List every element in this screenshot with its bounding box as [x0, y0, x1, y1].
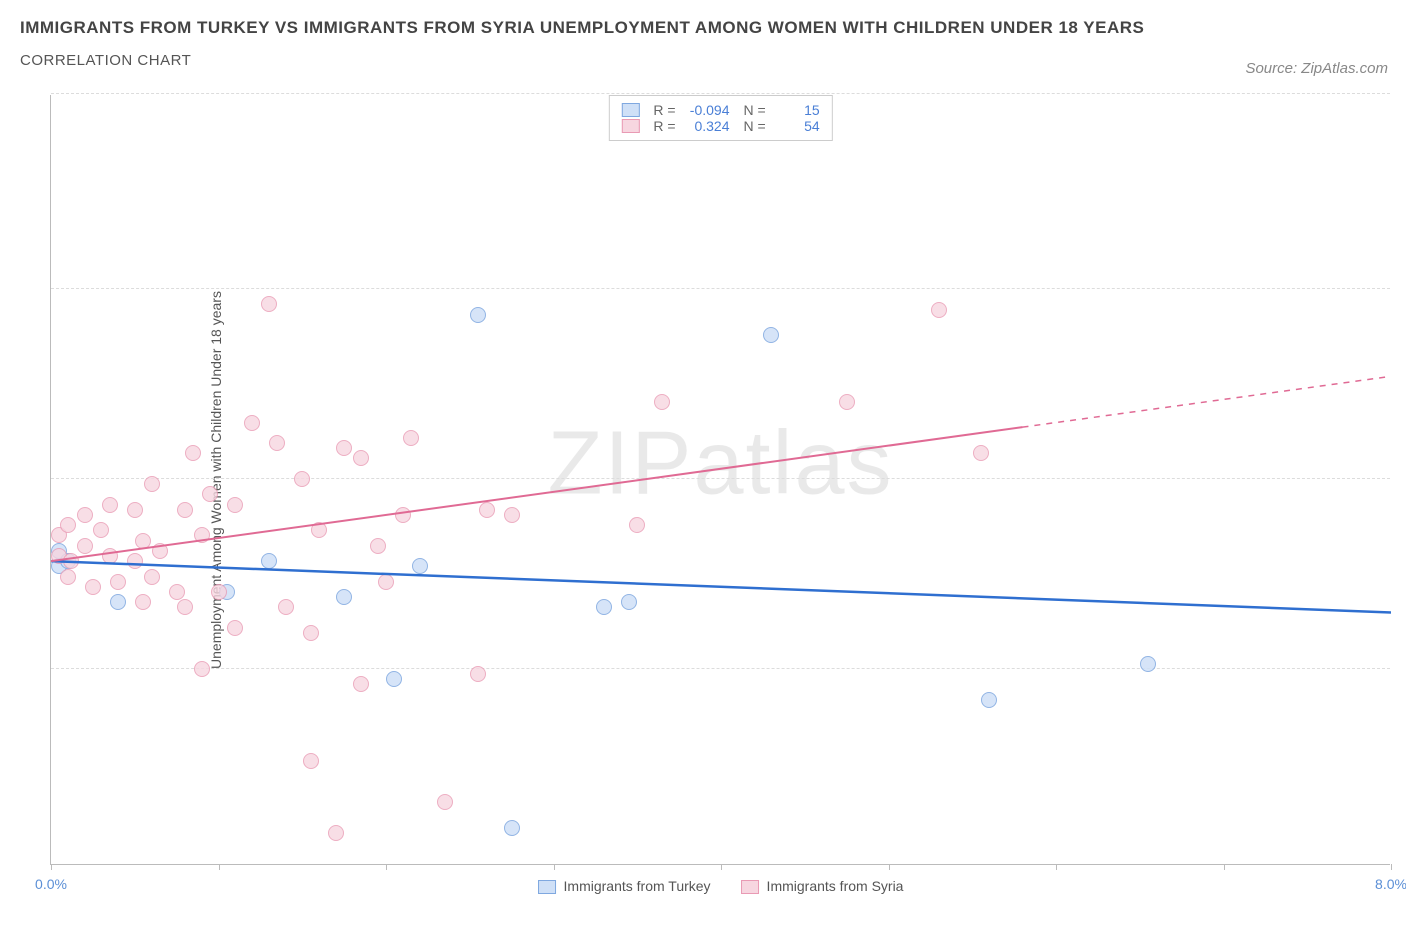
x-tick [51, 864, 52, 870]
regression-line-syria [51, 427, 1023, 561]
x-tick [1391, 864, 1392, 870]
plot-area: ZIPatlas Unemployment Among Women with C… [50, 95, 1390, 865]
x-tick [219, 864, 220, 870]
source-label: Source: ZipAtlas.com [1245, 60, 1388, 77]
x-tick [554, 864, 555, 870]
legend-series-turkey: Immigrants from Turkey [538, 878, 711, 894]
x-tick [386, 864, 387, 870]
legend-series-label: Immigrants from Turkey [564, 878, 711, 894]
regression-line-turkey [51, 561, 1391, 612]
x-tick [721, 864, 722, 870]
chart-title: IMMIGRANTS FROM TURKEY VS IMMIGRANTS FRO… [20, 18, 1406, 38]
legend-series-label: Immigrants from Syria [767, 878, 904, 894]
x-tick [1056, 864, 1057, 870]
x-tick [889, 864, 890, 870]
chart-subtitle: CORRELATION CHART [20, 52, 1406, 69]
legend-series-syria: Immigrants from Syria [741, 878, 904, 894]
legend-swatch [538, 880, 556, 894]
legend-series: Immigrants from Turkey Immigrants from Sy… [538, 878, 904, 894]
legend-swatch [741, 880, 759, 894]
x-tick [1224, 864, 1225, 870]
x-tick-label: 8.0% [1375, 876, 1406, 892]
x-tick-label: 0.0% [35, 876, 67, 892]
regression-layer [51, 94, 1391, 864]
regression-line-dashed-syria [1023, 376, 1392, 427]
